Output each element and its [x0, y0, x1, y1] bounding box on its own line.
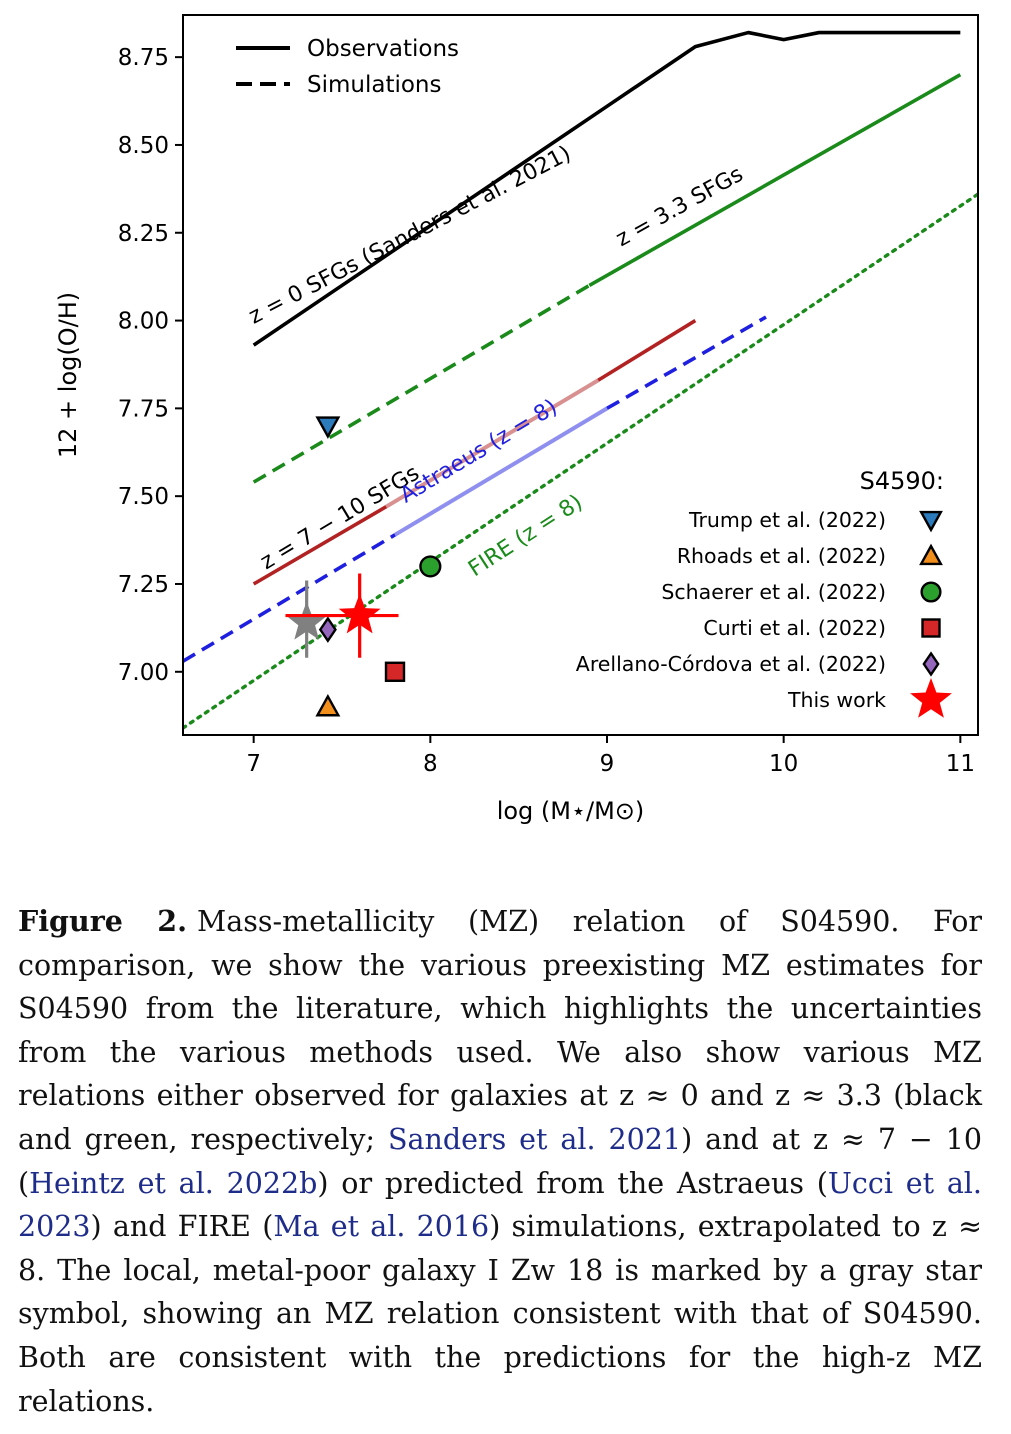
x-tick-label-4: 11 [946, 751, 975, 777]
curve-label-4: FIRE (z = 8) [464, 490, 587, 582]
style-legend-label-0: Observations [307, 36, 459, 62]
plot-frame [182, 14, 979, 736]
data-point-2 [419, 555, 442, 578]
series-lines [183, 30, 978, 730]
points-legend-label-0: Trump et al. (2022) [688, 508, 886, 532]
figure: z = 0 SFGs (Sanders et al. 2021) z = 3.3 … [54, 14, 979, 825]
points-legend-label-5: This work [787, 688, 886, 712]
caption-text: ) simulations, extrapolated to z ≈ 8. Th… [18, 1210, 982, 1418]
caption-body: Mass-metallicity (MZ) relation of S04590… [18, 905, 982, 1418]
caption-text: ) and FIRE ( [90, 1210, 274, 1244]
caption-text: ) and at z ≈ 7 − 10 ( [18, 1122, 982, 1200]
data-point-0 [315, 416, 341, 439]
points-legend-marker-5 [910, 678, 952, 718]
y-tick-label-1: 7.25 [118, 572, 169, 598]
series-2-segment-1 [385, 378, 600, 509]
points-legend-label-4: Arellano-Córdova et al. (2022) [576, 652, 886, 676]
x-axis-label: log (M⋆/M⊙) [497, 797, 645, 825]
series-1-segment-1 [588, 73, 962, 288]
series-3-segment-2 [606, 315, 767, 410]
series-2-segment-0 [252, 505, 388, 586]
figure-caption: Figure 2. Mass-metallicity (MZ) relation … [18, 900, 982, 1423]
x-tick-label-1: 8 [423, 751, 438, 777]
citation-link[interactable]: Ucci et al. 2023 [18, 1166, 982, 1244]
points-legend-title: S4590: [860, 467, 944, 495]
x-tick-label-2: 9 [600, 751, 615, 777]
mz-relation-chart: z = 0 SFGs (Sanders et al. 2021) z = 3.3 … [54, 14, 979, 825]
series-0-line [252, 30, 961, 347]
y-tick-label-4: 8.00 [118, 309, 169, 335]
points-legend-marker-4 [922, 651, 940, 677]
caption-text: Mass-metallicity (MZ) relation of S04590… [18, 905, 982, 1156]
y-tick-label-0: 7.00 [118, 660, 169, 686]
y-tick-label-5: 8.25 [118, 221, 169, 247]
y-tick-label-3: 7.75 [118, 396, 169, 422]
series-3-segment-1 [393, 406, 609, 537]
citation-link[interactable]: Heintz et al. 2022b [29, 1166, 318, 1200]
citation-link[interactable]: Sanders et al. 2021 [387, 1122, 682, 1156]
caption-text: ) or predicted from the Astraeus ( [317, 1166, 828, 1200]
points-legend-marker-3 [921, 618, 941, 638]
series-4-line [183, 192, 978, 730]
x-tick-label-0: 7 [246, 751, 261, 777]
points-legend-marker-1 [919, 543, 943, 566]
y-tick-label-6: 8.50 [118, 133, 169, 159]
caption-label: Figure 2. [18, 904, 188, 938]
y-axis-label: 12 + log(O/H) [54, 292, 82, 458]
data-point-3 [384, 661, 406, 682]
x-tick-label-3: 10 [769, 751, 798, 777]
reference-point-0 [286, 601, 327, 640]
data-point-1 [315, 693, 341, 717]
y-tick-label-7: 8.75 [118, 45, 169, 71]
points-legend-marker-0 [919, 510, 943, 533]
y-tick-label-2: 7.50 [118, 484, 169, 510]
style-legend-label-1: Simulations [307, 72, 442, 98]
points-legend-marker-2 [920, 581, 942, 603]
citation-link[interactable]: Ma et al. 2016 [273, 1210, 490, 1244]
series-2-segment-2 [597, 319, 697, 382]
series-1-segment-0 [252, 283, 591, 484]
curve-label-0: z = 0 SFGs (Sanders et al. 2021) [245, 141, 575, 329]
data-point-4 [318, 616, 337, 643]
series-3-segment-0 [183, 533, 396, 663]
points-legend-label-1: Rhoads et al. (2022) [677, 544, 886, 568]
points-legend-label-2: Schaerer et al. (2022) [661, 580, 886, 604]
curve-label-2: z = 7 − 10 SFGs [256, 461, 424, 575]
data-point-5 [338, 593, 381, 634]
points-legend-label-3: Curti et al. (2022) [703, 616, 886, 640]
